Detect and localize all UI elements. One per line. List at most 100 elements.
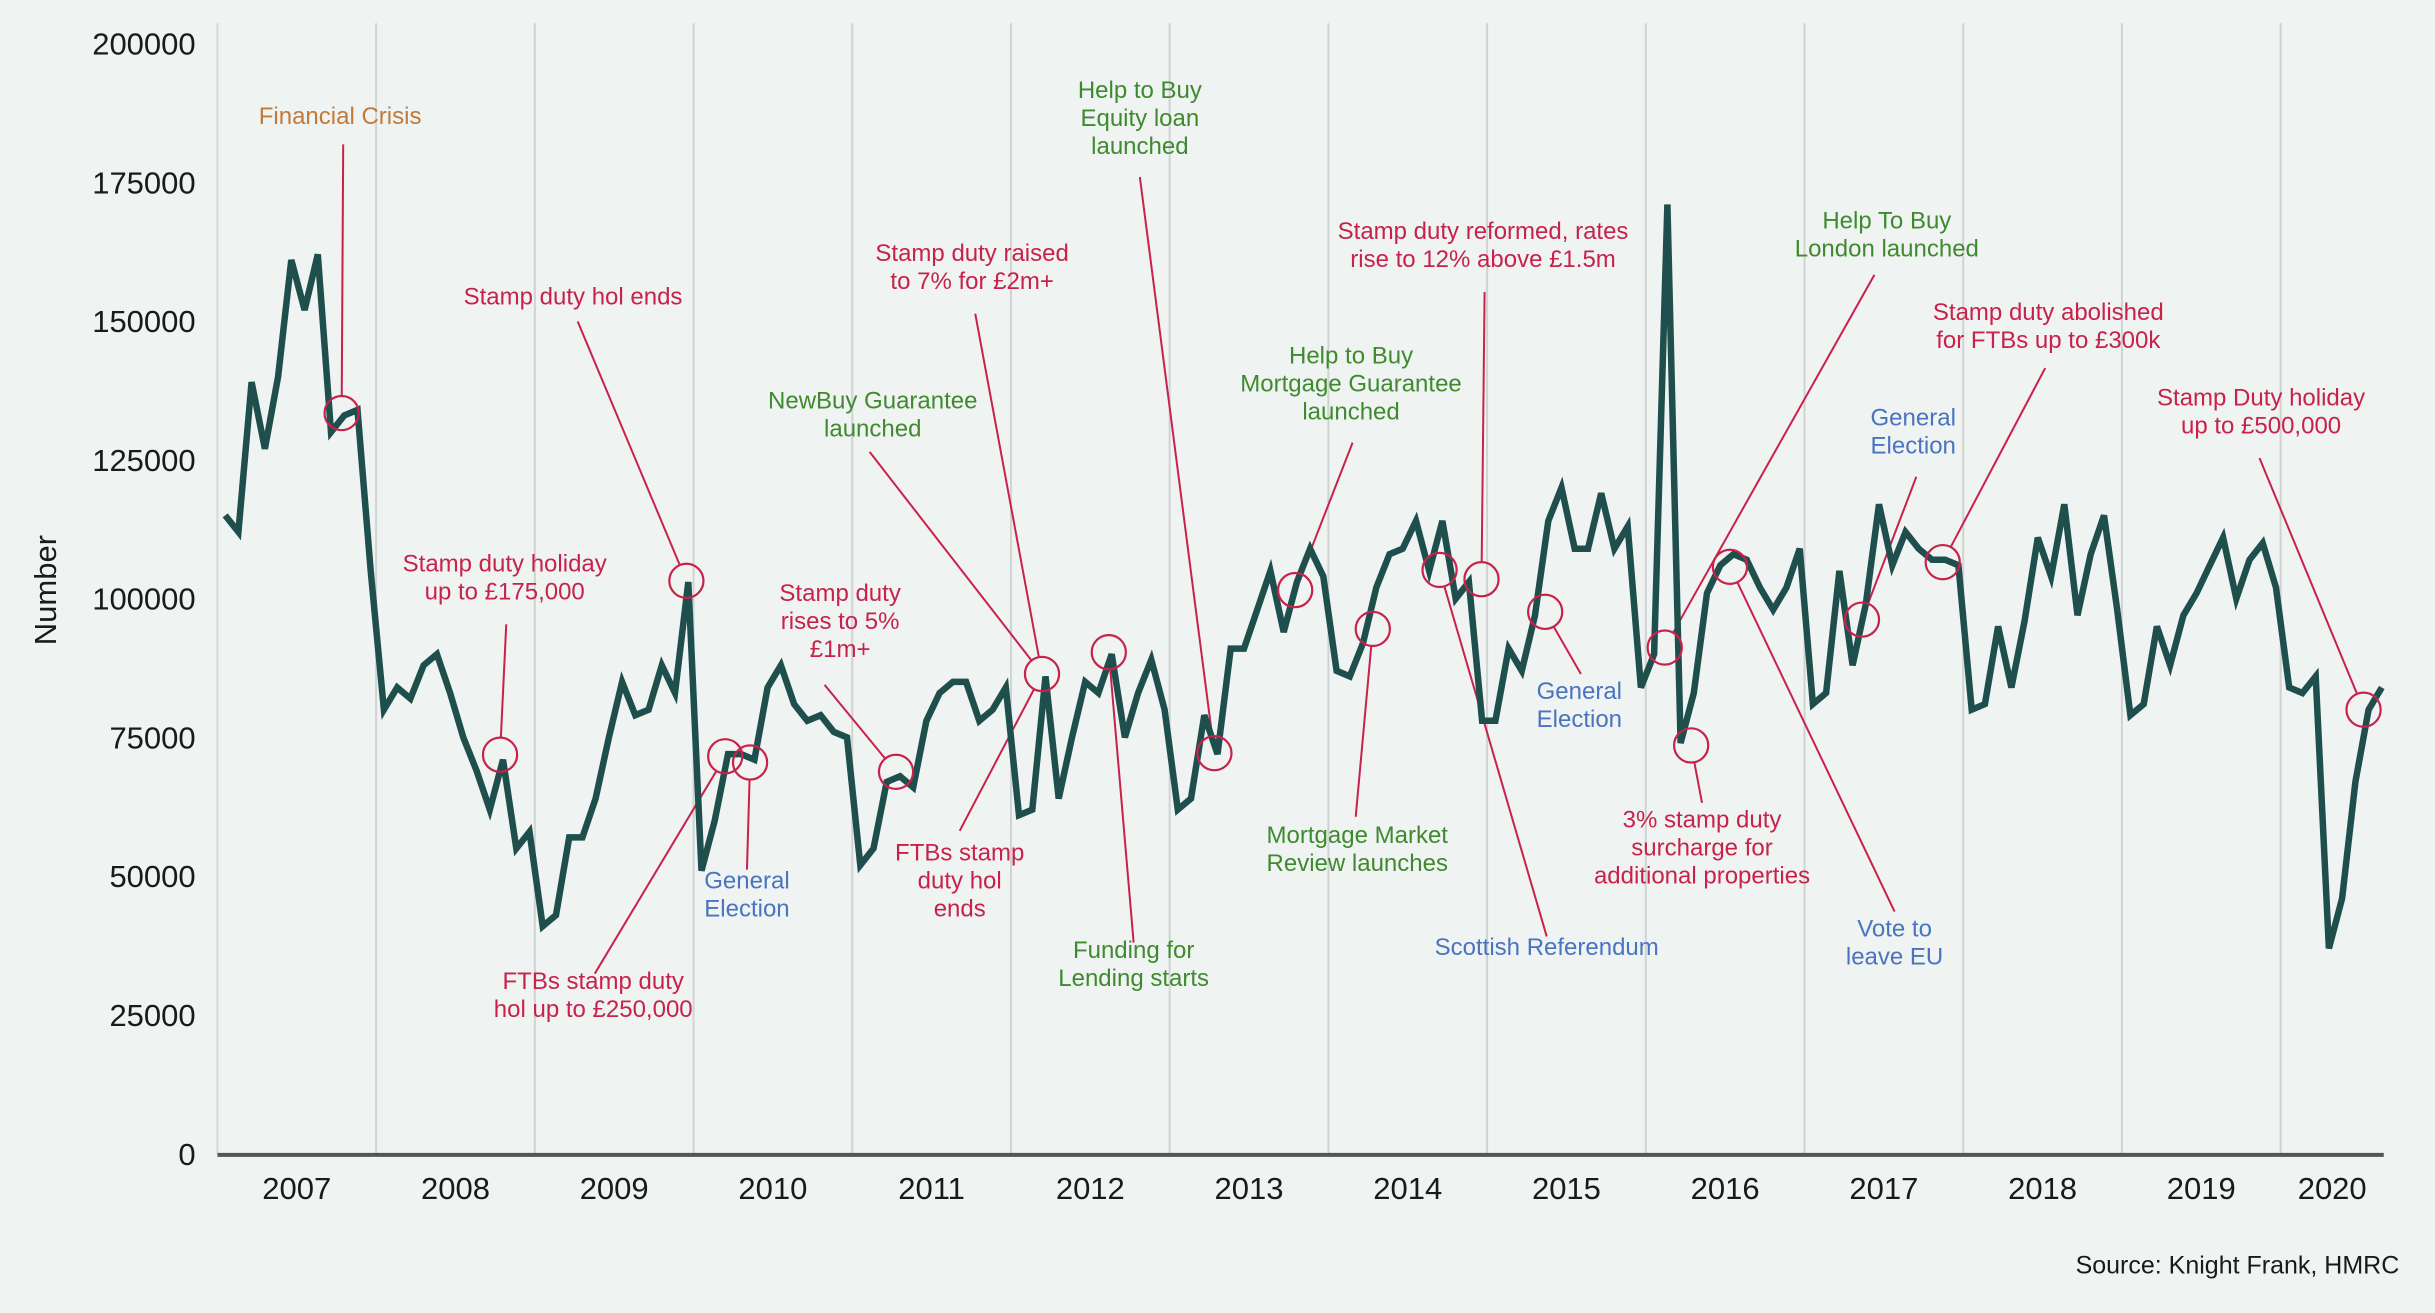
- stamp-duty-hol-ends-label: Stamp duty hol ends: [464, 283, 683, 310]
- stamp-duty-hol-ends-marker: [668, 562, 705, 599]
- general-election-2017-leader: [1867, 476, 1918, 605]
- annotation-line: hol up to £250,000: [494, 996, 693, 1023]
- stamp-duty-surcharge-3pct-marker: [1672, 727, 1710, 764]
- help-to-buy-london-marker: [1646, 629, 1683, 666]
- annotation-line: Help to Buy: [1078, 77, 1202, 104]
- annotation-line: Election: [1537, 706, 1622, 733]
- annotation-line: launched: [1091, 133, 1188, 160]
- stamp-duty-hol-ends-leader: [576, 321, 681, 566]
- help-to-buy-equity-loan-leader: [1138, 176, 1214, 737]
- ftbs-stamp-duty-hol-250k-label: FTBs stamp duty hol up to £250,000: [494, 968, 693, 1023]
- y-tick-label: 50000: [109, 859, 195, 894]
- stamp-duty-surcharge-3pct-leader: [1693, 762, 1703, 804]
- stamp-duty-holiday-500k-label: Stamp Duty holiday up to £500,000: [2157, 384, 2365, 439]
- general-election-2015-marker: [1526, 593, 1564, 631]
- annotation-line: Stamp duty abolished: [1933, 299, 2164, 326]
- mortgage-market-review-label: Mortgage Market Review launches: [1267, 822, 1449, 877]
- annotation-line: ends: [934, 895, 986, 922]
- annotation-line: Scottish Referendum: [1435, 934, 1659, 961]
- x-tick-label: 2009: [580, 1171, 649, 1206]
- y-tick-label: 75000: [109, 720, 195, 755]
- stamp-duty-holiday-175k-marker: [481, 736, 519, 773]
- x-tick-label: 2016: [1691, 1171, 1760, 1206]
- stamp-duty-surcharge-3pct-label: 3% stamp duty surcharge for additional pro…: [1594, 807, 1810, 890]
- annotation-line: Vote to: [1857, 915, 1932, 942]
- stamp-duty-reformed-12pct-marker: [1463, 561, 1500, 598]
- y-tick-label: 200000: [92, 26, 195, 61]
- funding-for-lending-label: Funding for Lending starts: [1058, 937, 1209, 992]
- annotation-line: Financial Crisis: [259, 103, 422, 130]
- funding-for-lending-leader: [1109, 669, 1135, 943]
- annotation-line: Stamp duty reformed, rates: [1338, 218, 1629, 245]
- y-tick-label: 25000: [109, 998, 195, 1033]
- annotation-line: Mortgage Guarantee: [1240, 370, 1461, 397]
- annotation-line: launched: [824, 415, 921, 442]
- stamp-duty-raised-7pct-leader: [974, 313, 1040, 658]
- x-tick-label: 2011: [898, 1171, 965, 1206]
- x-tick-label: 2007: [262, 1171, 331, 1206]
- newbuy-guarantee-leader: [868, 451, 1033, 662]
- series-line: [222, 204, 2385, 950]
- newbuy-guarantee-marker: [1023, 655, 1061, 693]
- stamp-duty-holiday-175k-label: Stamp duty holiday up to £175,000: [403, 550, 607, 605]
- financial-crisis-leader: [340, 144, 345, 397]
- newbuy-guarantee-label: NewBuy Guarantee launched: [768, 387, 977, 442]
- annotation-line: £1m+: [810, 636, 871, 663]
- help-to-buy-mortgage-guarantee-label: Help to Buy Mortgage Guarantee launched: [1240, 342, 1461, 425]
- y-axis: 0 25000 50000 75000 100000 125000 150000 175000…: [92, 26, 195, 1171]
- x-tick-label: 2012: [1056, 1171, 1125, 1206]
- year-gridlines: [216, 23, 2282, 1154]
- annotation-line: Election: [1871, 433, 1956, 460]
- annotation-line: London launched: [1795, 235, 1979, 262]
- funding-for-lending-marker: [1090, 634, 1127, 671]
- y-axis-title: Number: [28, 535, 63, 645]
- vote-to-leave-eu-label: Vote to leave EU: [1846, 915, 1943, 970]
- vote-to-leave-eu-marker: [1711, 548, 1749, 586]
- annotation-line: leave EU: [1846, 943, 1943, 970]
- annotation-labels: Financial Crisis Stamp duty hol ends Stamp…: [259, 77, 2365, 1023]
- x-tick-label: 2015: [1532, 1171, 1601, 1206]
- annotation-line: launched: [1302, 398, 1399, 425]
- ftbs-stamp-duty-hol-250k-marker: [707, 738, 744, 775]
- annotation-line: General: [1871, 405, 1956, 432]
- general-election-2010-leader: [745, 779, 751, 870]
- help-to-buy-equity-loan-label: Help to Buy Equity loan launched: [1078, 77, 1202, 160]
- annotation-line: Stamp duty hol ends: [464, 283, 683, 310]
- help-to-buy-london-label: Help To Buy London launched: [1795, 207, 1979, 262]
- stamp-duty-rises-5pct-marker: [877, 753, 915, 790]
- vote-to-leave-eu-leader: [1736, 581, 1896, 913]
- annotation-line: up to £175,000: [425, 578, 585, 605]
- x-tick-label: 2013: [1215, 1171, 1284, 1206]
- annotation-line: FTBs stamp duty: [503, 968, 684, 995]
- ftbs-stamp-duty-hol-ends-leader: [958, 688, 1035, 832]
- annotation-line: Stamp duty holiday: [403, 550, 607, 577]
- help-to-buy-london-leader: [1672, 274, 1876, 634]
- x-tick-label: 2018: [2008, 1171, 2077, 1206]
- stamp-duty-abolished-ftbs-marker: [1924, 543, 1961, 581]
- annotation-line: Review launches: [1267, 850, 1448, 877]
- data-series: [222, 204, 2385, 950]
- annotation-line: Stamp duty: [779, 580, 900, 607]
- annotation-line: rises to 5%: [781, 608, 900, 635]
- mortgage-market-review-marker: [1354, 610, 1391, 648]
- y-tick-label: 100000: [92, 582, 195, 617]
- annotation-line: Funding for: [1073, 937, 1194, 964]
- y-tick-label: 125000: [92, 443, 195, 478]
- annotation-line: FTBs stamp: [895, 839, 1024, 866]
- annotation-line: 3% stamp duty: [1623, 807, 1782, 834]
- financial-crisis-marker: [323, 394, 360, 432]
- x-tick-label: 2019: [2167, 1171, 2236, 1206]
- scottish-referendum-label: Scottish Referendum: [1435, 934, 1659, 961]
- annotation-line: Help to Buy: [1289, 342, 1413, 369]
- financial-crisis-label: Financial Crisis: [259, 103, 422, 130]
- annotation-line: for FTBs up to £300k: [1936, 327, 2161, 354]
- stamp-duty-holiday-175k-leader: [499, 624, 508, 738]
- stamp-duty-reformed-12pct-label: Stamp duty reformed, rates rise to 12% ab…: [1338, 218, 1629, 273]
- annotation-line: Stamp duty raised: [875, 240, 1068, 267]
- general-election-2015-leader: [1552, 626, 1582, 675]
- annotation-line: Lending starts: [1058, 965, 1209, 992]
- annotation-line: duty hol: [918, 867, 1002, 894]
- stamp-duty-holiday-500k-marker: [2345, 691, 2382, 728]
- stamp-duty-holiday-500k-leader: [2258, 457, 2358, 695]
